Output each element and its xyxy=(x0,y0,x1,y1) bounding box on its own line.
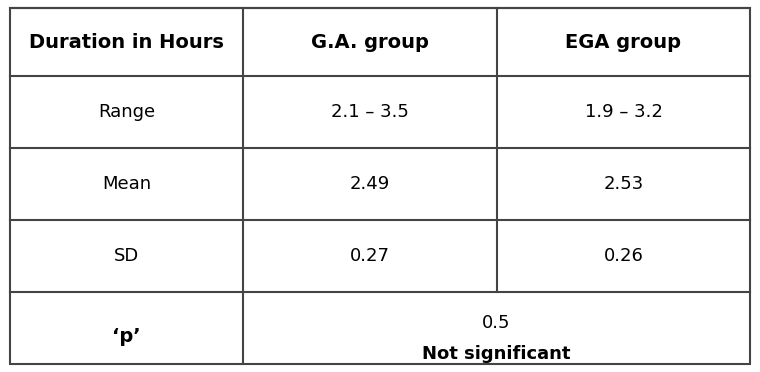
Text: 0.27: 0.27 xyxy=(350,247,390,265)
Text: Range: Range xyxy=(98,103,155,121)
Text: EGA group: EGA group xyxy=(565,32,682,51)
Text: 0.5: 0.5 xyxy=(483,314,511,332)
Text: 2.53: 2.53 xyxy=(603,175,644,193)
Text: 1.9 – 3.2: 1.9 – 3.2 xyxy=(584,103,663,121)
Text: 0.26: 0.26 xyxy=(603,247,644,265)
Text: 2.1 – 3.5: 2.1 – 3.5 xyxy=(331,103,409,121)
Text: Mean: Mean xyxy=(102,175,151,193)
Text: 2.49: 2.49 xyxy=(350,175,390,193)
Text: G.A. group: G.A. group xyxy=(311,32,429,51)
Text: SD: SD xyxy=(114,247,139,265)
Text: Not significant: Not significant xyxy=(423,344,571,363)
Text: Duration in Hours: Duration in Hours xyxy=(29,32,224,51)
Text: ‘p’: ‘p’ xyxy=(112,327,141,346)
